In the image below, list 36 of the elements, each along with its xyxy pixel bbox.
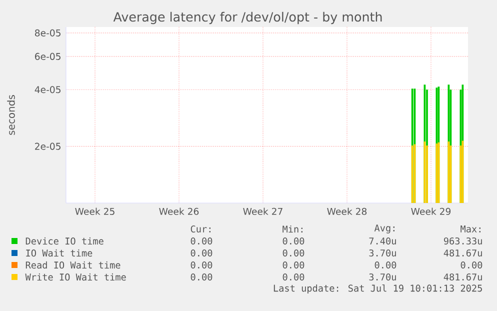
- y-tick-label: 2e-05: [35, 142, 60, 150]
- chart-title: Average latency for /dev/ol/opt - by month: [113, 12, 382, 24]
- text: 0.00: [190, 261, 212, 269]
- text: Last update: Sat Jul 19 10:01:13 2025: [274, 284, 482, 294]
- text: 3.70u: [369, 249, 396, 257]
- text: 7.40u: [369, 237, 396, 245]
- text: Max:: [460, 226, 480, 232]
- text: 481.67u: [444, 273, 482, 281]
- y-axis-title: seconds: [7, 95, 15, 135]
- text: 0.00: [190, 273, 212, 281]
- x-tick-label: Week 27: [243, 208, 282, 215]
- text: 0.00: [374, 261, 396, 269]
- text: 963.33u: [444, 237, 482, 245]
- text: 0.00: [282, 273, 304, 281]
- x-tick-label: Week 28: [327, 208, 367, 215]
- legend-label: IO Wait time: [26, 249, 92, 257]
- x-tick-label: Week 26: [159, 208, 199, 215]
- text: 0.00: [190, 237, 212, 245]
- y-tick-label: 8e-05: [35, 29, 60, 36]
- y-tick-label: 6e-05: [35, 52, 60, 60]
- legend-label: Read IO Wait time: [26, 261, 120, 269]
- text: 0.00: [190, 249, 212, 257]
- text: 0.00: [282, 249, 304, 257]
- text: 0.00: [282, 237, 304, 245]
- text: 0.00: [460, 261, 482, 269]
- text: 481.67u: [444, 249, 482, 257]
- text: 3.70u: [369, 273, 396, 281]
- legend-label: Device IO time: [26, 237, 104, 245]
- x-tick-label: Week 29: [411, 208, 451, 215]
- text: Min:: [282, 225, 302, 233]
- text: 0.00: [282, 261, 304, 269]
- y-tick-label: 4e-05: [34, 86, 60, 94]
- x-tick-label: Week 25: [75, 208, 114, 215]
- text: Cur:: [190, 225, 210, 233]
- legend-label: Write IO Wait time: [25, 273, 126, 281]
- text: Avg:: [374, 224, 394, 234]
